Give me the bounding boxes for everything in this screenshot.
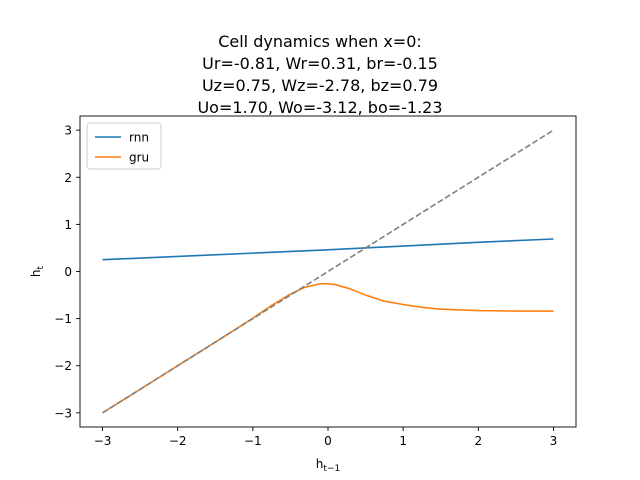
x-axis-label: ht−1 [316,457,340,474]
y-axis-label: ht [29,265,46,277]
legend-box [86,122,162,170]
y-tick-label: −2 [54,359,72,373]
y-tick-label: 1 [64,218,72,232]
series-line-gru [102,282,554,414]
x-tick-label: 1 [399,434,407,448]
y-tick-label: −1 [54,312,72,326]
chart-title-line-1: Cell dynamics when x=0: [218,32,422,51]
legend-label-gru: gru [129,151,149,165]
x-tick-label: 2 [474,434,482,448]
y-tick-label: 3 [64,124,72,138]
chart-title-line-3: Uz=0.75, Wz=-2.78, bz=0.79 [201,76,439,95]
x-tick-label: 0 [324,434,332,448]
x-tick-label: −1 [244,434,262,448]
chart-title-line-2: Ur=-0.81, Wr=0.31, br=-0.15 [202,54,438,73]
legend-label-rnn: rnn [129,131,149,145]
series-line-identity [102,129,554,414]
x-tick-label: −2 [169,434,187,448]
y-tick-label: −3 [54,406,72,420]
x-tick-label: −3 [94,434,112,448]
y-tick-label: 2 [64,171,72,185]
chart-title-line-4: Uo=1.70, Wo=-3.12, bo=-1.23 [197,98,443,117]
x-tick-label: 3 [550,434,558,448]
series-line-rnn [102,238,554,261]
y-tick-label: 0 [64,265,72,279]
